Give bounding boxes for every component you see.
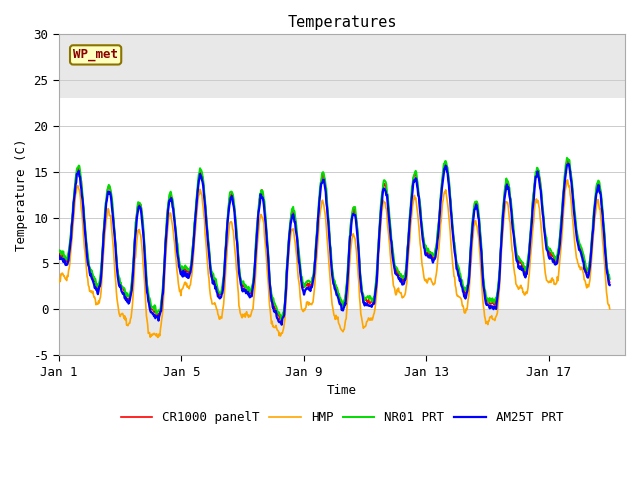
Y-axis label: Temperature (C): Temperature (C) — [15, 138, 28, 251]
AM25T PRT — [255, 204, 263, 210]
HMP — [75, 186, 83, 192]
Title: Temperatures: Temperatures — [287, 15, 397, 30]
CR1000 panelT — [500, 195, 508, 201]
NR01 PRT — [563, 155, 571, 161]
NR01 PRT — [500, 190, 508, 196]
HMP — [154, 335, 162, 340]
AM25T PRT — [565, 161, 573, 167]
HMP — [285, 243, 293, 249]
AM25T PRT — [75, 168, 83, 174]
Line: CR1000 panelT: CR1000 panelT — [59, 161, 610, 320]
NR01 PRT — [255, 198, 263, 204]
CR1000 panelT — [185, 273, 193, 279]
CR1000 panelT — [606, 280, 614, 286]
Bar — [59, 98, 625, 309]
NR01 PRT — [285, 228, 293, 233]
HMP — [500, 211, 508, 216]
Legend: CR1000 panelT, HMP, NR01 PRT, AM25T PRT: CR1000 panelT, HMP, NR01 PRT, AM25T PRT — [116, 407, 568, 430]
HMP — [606, 306, 614, 312]
AM25T PRT — [285, 233, 293, 239]
HMP — [368, 315, 376, 321]
CR1000 panelT — [277, 317, 285, 323]
AM25T PRT — [55, 252, 63, 258]
Line: NR01 PRT: NR01 PRT — [59, 158, 610, 319]
NR01 PRT — [185, 266, 193, 272]
HMP — [564, 177, 572, 183]
Line: AM25T PRT: AM25T PRT — [59, 164, 610, 324]
AM25T PRT — [368, 304, 376, 310]
CR1000 panelT — [368, 299, 376, 304]
NR01 PRT — [55, 249, 63, 254]
AM25T PRT — [185, 275, 193, 281]
NR01 PRT — [368, 298, 376, 303]
CR1000 panelT — [564, 158, 572, 164]
AM25T PRT — [278, 322, 285, 327]
Text: WP_met: WP_met — [73, 48, 118, 61]
HMP — [256, 216, 264, 222]
NR01 PRT — [277, 316, 285, 322]
Line: HMP: HMP — [59, 180, 610, 337]
CR1000 panelT — [285, 230, 293, 236]
HMP — [55, 279, 63, 285]
NR01 PRT — [75, 163, 83, 168]
CR1000 panelT — [75, 167, 83, 172]
CR1000 panelT — [55, 251, 63, 257]
NR01 PRT — [606, 276, 614, 282]
X-axis label: Time: Time — [327, 384, 357, 397]
HMP — [186, 286, 193, 292]
AM25T PRT — [500, 196, 508, 202]
AM25T PRT — [606, 282, 614, 288]
CR1000 panelT — [255, 196, 263, 202]
